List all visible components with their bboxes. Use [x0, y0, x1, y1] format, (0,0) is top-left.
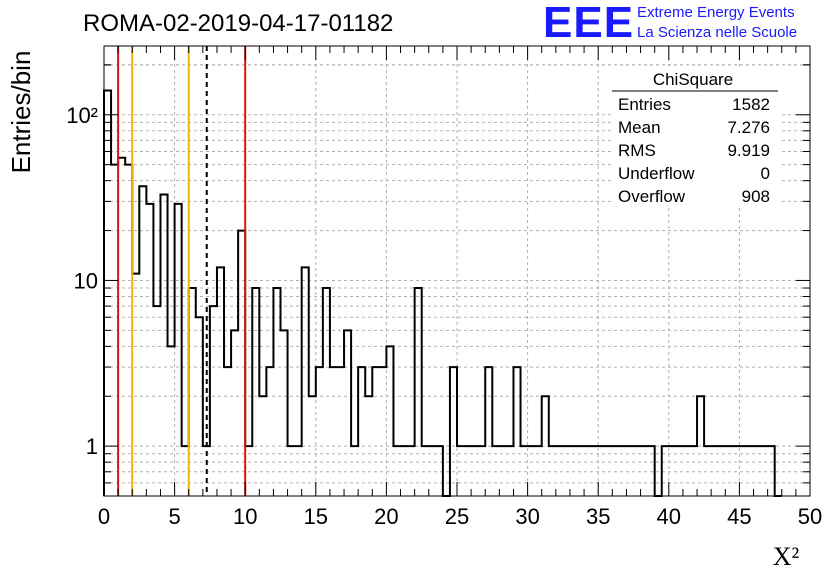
stats-value-mean: 7.276	[727, 118, 770, 137]
tick-labels: 0 5 10 15 20 25 30 35 40 45 50 1 10 10²	[66, 103, 822, 529]
logo-subtitle-line1: Extreme Energy Events	[637, 4, 795, 21]
stats-value-rms: 9.919	[727, 141, 770, 160]
x-tick-label: 20	[374, 504, 398, 529]
stats-label-rms: RMS	[618, 141, 656, 160]
stats-label-underflow: Underflow	[618, 164, 695, 183]
histogram-bin	[485, 367, 492, 496]
histogram-bin	[513, 367, 520, 496]
y-tick-label: 10	[74, 268, 98, 293]
stats-value-entries: 1582	[732, 95, 770, 114]
histogram-bin	[231, 330, 238, 496]
histogram-bin	[386, 346, 393, 496]
histogram-bin	[224, 367, 231, 496]
histogram-bin	[372, 367, 379, 496]
x-tick-label: 45	[727, 504, 751, 529]
stats-box: ChiSquare Entries 1582 Mean 7.276 RMS 9.…	[612, 66, 780, 208]
histogram-bin	[337, 367, 344, 496]
histogram-bin	[358, 367, 365, 496]
axis-ticks	[103, 46, 811, 496]
histogram-outline	[103, 89, 782, 497]
histogram-bin	[330, 367, 337, 496]
stats-label-overflow: Overflow	[618, 187, 686, 206]
stats-title: ChiSquare	[653, 70, 733, 89]
histogram-bin	[146, 204, 153, 496]
histogram-bin	[189, 288, 196, 496]
x-tick-label: 10	[233, 504, 257, 529]
histogram-bin	[196, 317, 203, 496]
header-title: ROMA-02-2019-04-17-01182	[83, 10, 394, 37]
x-tick-label: 15	[304, 504, 328, 529]
histogram-bin	[139, 186, 146, 496]
histogram-bin	[160, 195, 167, 496]
logo-subtitle-line2: La Scienza nelle Scuole	[637, 24, 798, 41]
histogram-bin	[238, 231, 245, 496]
x-axis-label: X²	[773, 542, 800, 571]
histogram-bin	[168, 346, 175, 496]
histogram-bin	[175, 204, 182, 496]
reference-lines	[117, 46, 247, 496]
histogram-bin	[379, 367, 386, 496]
histogram-bin	[415, 288, 422, 496]
x-tick-label: 50	[798, 504, 822, 529]
histogram-bin	[118, 158, 125, 496]
x-tick-label: 0	[98, 504, 110, 529]
histogram-bin	[252, 288, 259, 496]
y-tick-label: 10²	[66, 103, 98, 128]
stats-value-underflow: 0	[761, 164, 770, 183]
histogram-bin	[210, 306, 217, 496]
y-axis-label: Entries/bin	[6, 51, 36, 174]
stats-value-overflow: 908	[742, 187, 770, 206]
x-tick-label: 30	[515, 504, 539, 529]
histogram-bin	[281, 330, 288, 496]
histogram-bin	[273, 288, 280, 496]
x-tick-label: 5	[168, 504, 180, 529]
x-tick-label: 35	[586, 504, 610, 529]
histogram-bin	[153, 306, 160, 496]
x-tick-label: 40	[657, 504, 681, 529]
stats-label-entries: Entries	[618, 95, 671, 114]
eee-logo: EEE	[543, 0, 635, 47]
histogram-bin	[266, 367, 273, 496]
y-tick-label: 1	[86, 434, 98, 459]
histogram-bin	[450, 367, 457, 496]
histogram-bin	[316, 367, 323, 496]
x-tick-label: 25	[445, 504, 469, 529]
histogram-bars	[103, 89, 782, 497]
stats-label-mean: Mean	[618, 118, 661, 137]
histogram-bin	[323, 288, 330, 496]
histogram-bin	[344, 330, 351, 496]
